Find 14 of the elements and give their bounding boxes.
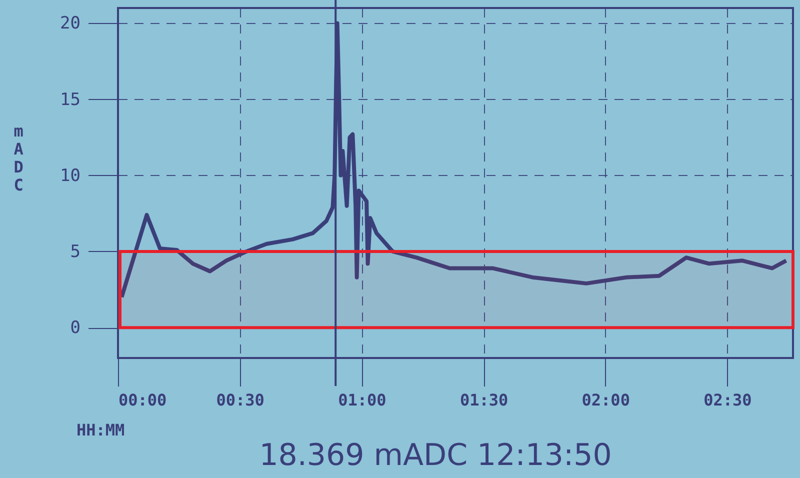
- y-tick-label: 5: [70, 242, 80, 262]
- y-tick-label: 0: [70, 318, 80, 338]
- y-axis-title: mADC: [14, 122, 24, 194]
- x-tick-label: 00:30: [216, 390, 264, 410]
- y-tick-label: 10: [60, 166, 80, 186]
- x-tick-label: 01:30: [460, 390, 508, 410]
- x-tick-label: 00:00: [118, 390, 167, 410]
- x-axis-title: HH:MM: [76, 420, 125, 440]
- x-tick-label: 02:30: [704, 390, 752, 410]
- y-tick-label: 20: [60, 14, 80, 34]
- text: 18.369 mADC 12:13:50: [259, 438, 612, 473]
- x-tick-label: 02:00: [582, 390, 630, 410]
- y-tick-label: 15: [60, 90, 80, 110]
- x-tick-label: 01:00: [338, 390, 386, 410]
